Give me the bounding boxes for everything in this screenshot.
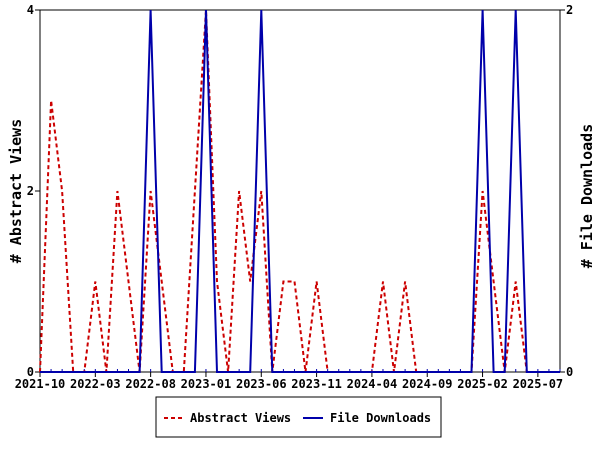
x-tick-label: 2025-07 [513, 377, 564, 391]
y-axis-right: 02 [560, 3, 573, 379]
x-tick-label: 2022-03 [70, 377, 121, 391]
y-left-tick-label: 2 [27, 184, 34, 198]
x-tick-label: 2025-02 [457, 377, 508, 391]
x-tick-label: 2024-09 [402, 377, 453, 391]
legend-label-abstract-views: Abstract Views [190, 411, 291, 425]
y-right-tick-label: 0 [566, 365, 573, 379]
y-right-tick-label: 2 [566, 3, 573, 17]
legend: Abstract Views File Downloads [155, 396, 442, 438]
legend-box [155, 396, 442, 438]
x-axis: 2021-10 2022-03 2022-08 2023-01 2023-06 2023-… [15, 372, 563, 391]
y-left-tick-label: 4 [27, 3, 34, 17]
y-axis-left: 0 2 4 [27, 3, 40, 379]
x-tick-label: 2024-04 [347, 377, 398, 391]
x-tick-label: 2023-06 [236, 377, 287, 391]
y-left-tick-label: 0 [27, 365, 34, 379]
y-axis-right-label: # File Downloads [578, 124, 596, 269]
legend-label-file-downloads: File Downloads [330, 411, 431, 425]
series-line-abstract-views [39, 9, 560, 373]
series-line-file-downloads [40, 9, 560, 373]
x-tick-label: 2023-11 [291, 377, 342, 391]
x-tick-label: 2021-10 [15, 377, 66, 391]
series-layer [39, 9, 560, 373]
x-tick-label: 2022-08 [125, 377, 176, 391]
x-tick-label: 2023-01 [181, 377, 232, 391]
y-axis-left-label: # Abstract Views [7, 119, 25, 264]
